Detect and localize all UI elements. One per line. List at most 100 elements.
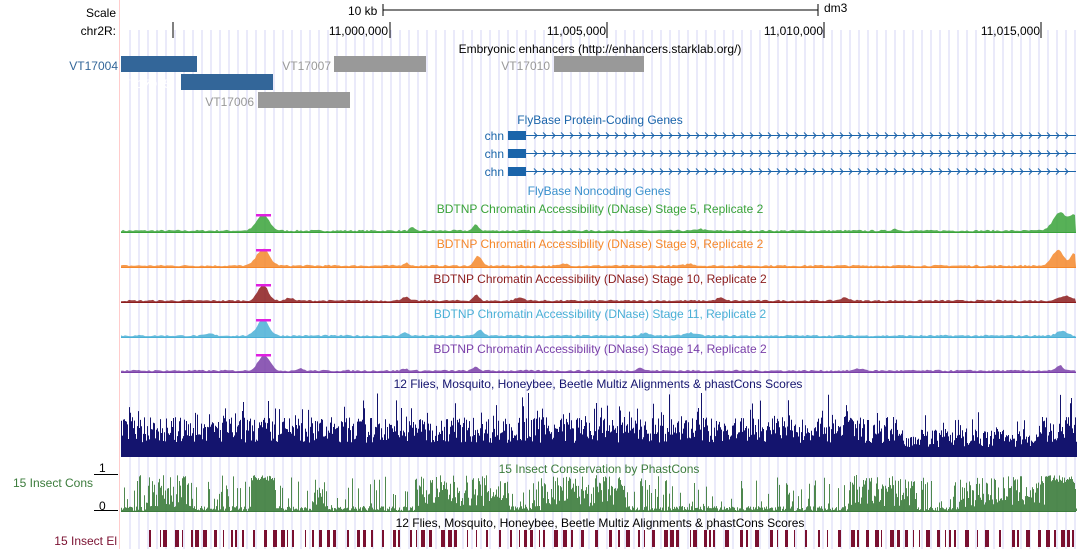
- enhancer-feature-vt17006[interactable]: [258, 92, 350, 108]
- enhancer-label-vt17004[interactable]: VT17004: [69, 59, 118, 73]
- conserved-element: [740, 530, 743, 547]
- conserved-element: [890, 530, 894, 547]
- conserved-element: [539, 530, 540, 547]
- dnase-clip-marker: [256, 354, 271, 357]
- conserved-element: [919, 530, 920, 547]
- elements-side-label[interactable]: 15 Insect El: [54, 534, 117, 548]
- enhancer-label-vt17005[interactable]: VT17005: [122, 77, 171, 91]
- conserved-element: [242, 530, 244, 547]
- dnase-signal-area: [121, 284, 1076, 302]
- conserved-element: [312, 530, 314, 547]
- dnase-clip-marker: [256, 214, 271, 217]
- gene-label-chn[interactable]: chn: [484, 129, 504, 143]
- gene-label-chn[interactable]: chn: [484, 165, 504, 179]
- conserved-element: [454, 530, 457, 547]
- conserved-element: [571, 530, 573, 547]
- conserved-element: [563, 530, 567, 547]
- multiz-track-title: 12 Flies, Mosquito, Honeybee, Beetle Mul…: [393, 377, 803, 391]
- dnase-stage11-title: BDTNP Chromatin Accessibility (DNase) St…: [433, 307, 767, 321]
- conserved-element: [945, 530, 946, 547]
- conserved-element: [292, 530, 294, 547]
- conserved-element: [1067, 530, 1070, 547]
- conserved-element: [794, 530, 795, 547]
- multiz-signal: [121, 393, 1077, 457]
- dnase-stage9-title: BDTNP Chromatin Accessibility (DNase) St…: [436, 237, 764, 251]
- conserved-element: [398, 530, 400, 547]
- conserved-element: [182, 530, 183, 547]
- conserved-element: [755, 530, 759, 547]
- conserved-element: [421, 530, 425, 547]
- conserved-element: [327, 530, 330, 547]
- conserved-element: [382, 530, 384, 547]
- conserved-element: [875, 530, 879, 547]
- gene-strand-arrows: [533, 132, 1069, 139]
- conserved-element: [1026, 530, 1030, 547]
- conserved-element: [554, 530, 558, 547]
- conserved-element: [954, 530, 956, 547]
- conserved-element: [644, 530, 645, 547]
- conserved-element: [305, 530, 306, 547]
- enhancers-track-title: Embryonic enhancers (http://enhancers.st…: [458, 42, 742, 56]
- conserved-element: [690, 530, 691, 547]
- conserved-element: [416, 530, 417, 547]
- gene-label-chn[interactable]: chn: [484, 147, 504, 161]
- enhancer-feature-vt17005[interactable]: [181, 74, 273, 90]
- conserved-element: [746, 530, 748, 547]
- conserved-element: [191, 530, 193, 547]
- phastcons-side-label[interactable]: 15 Insect Cons: [12, 476, 93, 490]
- conserved-element: [264, 530, 267, 547]
- conserved-element: [670, 530, 674, 547]
- conserved-element: [510, 530, 512, 547]
- conserved-element: [448, 530, 452, 547]
- conserved-element: [429, 530, 432, 547]
- conserved-element: [530, 530, 533, 547]
- assembly-label: dm3: [824, 1, 848, 15]
- conserved-element: [1072, 530, 1074, 547]
- conserved-element: [626, 530, 630, 547]
- conserved-element: [214, 530, 217, 547]
- enhancer-label-vt17006[interactable]: VT17006: [205, 95, 254, 109]
- conserved-element: [1038, 530, 1041, 547]
- conserved-element: [985, 530, 989, 547]
- coding-genes-track-title: FlyBase Protein-Coding Genes: [517, 113, 683, 127]
- conserved-element: [897, 530, 900, 547]
- conserved-element: [777, 530, 778, 547]
- gene-strand-arrows: [533, 150, 1069, 157]
- gene-exon: [508, 131, 526, 140]
- dnase-stage14-title: BDTNP Chromatin Accessibility (DNase) St…: [433, 342, 767, 356]
- conserved-element: [363, 530, 366, 547]
- coord-label: 11,015,000: [980, 24, 1040, 38]
- conserved-element: [937, 530, 940, 547]
- conserved-element: [499, 530, 501, 547]
- conserved-element: [333, 530, 336, 547]
- conserved-element: [638, 530, 640, 547]
- dnase-stage5-title: BDTNP Chromatin Accessibility (DNase) St…: [436, 202, 764, 216]
- conserved-element: [609, 530, 612, 547]
- scale-value: 10 kb: [348, 4, 378, 18]
- enhancer-feature-vt17004[interactable]: [121, 56, 197, 72]
- enhancer-label-vt17010[interactable]: VT17010: [501, 59, 550, 73]
- enhancer-feature-vt17007[interactable]: [334, 56, 426, 72]
- conserved-element: [371, 530, 373, 547]
- conserved-element: [725, 530, 729, 547]
- conserved-element: [704, 530, 707, 547]
- dnase-clip-marker: [256, 319, 271, 322]
- conserved-element: [913, 530, 914, 547]
- conserved-element: [519, 530, 520, 547]
- conserved-element: [664, 530, 668, 547]
- conserved-element: [999, 530, 1001, 547]
- conserved-element: [476, 530, 477, 547]
- dnase-signal-area: [121, 319, 1076, 337]
- phastcons-axis-min: 0: [99, 499, 106, 513]
- enhancer-label-vt17007[interactable]: VT17007: [282, 59, 331, 73]
- conserved-element: [1012, 530, 1015, 547]
- conserved-element: [709, 530, 711, 547]
- enhancer-feature-vt17010[interactable]: [554, 56, 644, 72]
- conserved-element: [977, 530, 978, 547]
- conserved-element: [949, 530, 951, 547]
- conserved-element: [467, 530, 468, 547]
- dnase-clip-marker: [256, 284, 271, 287]
- conserved-element: [235, 530, 237, 547]
